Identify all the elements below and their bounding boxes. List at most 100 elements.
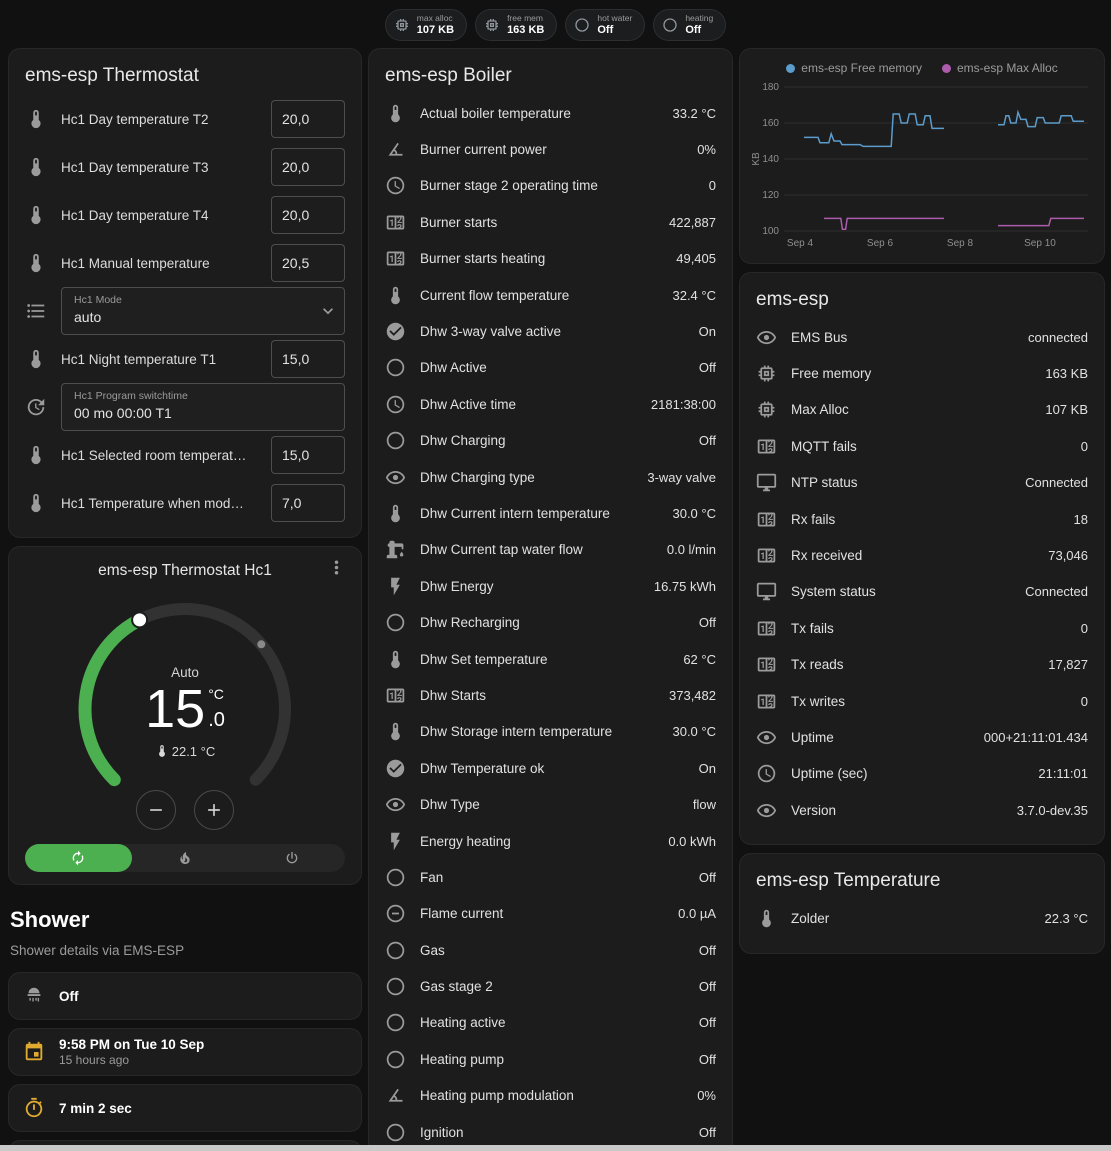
legend-label: ems-esp Max Alloc [957, 61, 1058, 75]
entity-row[interactable]: Dhw Charging type 3-way valve [385, 459, 716, 495]
number-input[interactable] [271, 148, 345, 186]
entity-row[interactable]: System status Connected [756, 574, 1088, 610]
number-input[interactable] [271, 340, 345, 378]
legend-item-max-alloc[interactable]: ems-esp Max Alloc [942, 61, 1058, 75]
entity-row[interactable]: Gas Off [385, 932, 716, 968]
entity-row[interactable]: EMS Bus connected [756, 319, 1088, 355]
status-chip[interactable]: heating Off [653, 9, 727, 41]
entity-state: 0 [1080, 693, 1088, 709]
entity-row[interactable]: Dhw Storage intern temperature 30.0 °C [385, 714, 716, 750]
entity-row[interactable]: Dhw 3-way valve active On [385, 313, 716, 349]
entity-row[interactable]: Dhw Active time 2181:38:00 [385, 386, 716, 422]
shower-status-card[interactable]: 7 min 2 sec [8, 1084, 362, 1132]
entity-row[interactable]: Gas stage 2 Off [385, 968, 716, 1004]
plus-icon [204, 800, 224, 820]
chip-text: max alloc 107 KB [417, 13, 454, 36]
setting-row: Hc1 Day temperature T2 Hc1 Day temperatu… [25, 95, 345, 143]
entity-row[interactable]: Max Alloc 107 KB [756, 392, 1088, 428]
entity-state: 22.3 °C [1044, 911, 1088, 927]
entity-row[interactable]: Version 3.7.0-dev.35 [756, 792, 1088, 828]
entity-state: Connected [1025, 584, 1088, 600]
entity-row[interactable]: Uptime (sec) 21:11:01 [756, 756, 1088, 792]
hvac-mode-button[interactable] [25, 844, 132, 872]
entity-row[interactable]: Flame current 0.0 µA [385, 896, 716, 932]
entity-state: 33.2 °C [672, 105, 716, 121]
entity-row[interactable]: Free memory 163 KB [756, 355, 1088, 391]
entity-row[interactable]: Burner starts 422,887 [385, 204, 716, 240]
circle-icon [385, 1049, 406, 1070]
entity-row[interactable]: MQTT fails 0 [756, 428, 1088, 464]
field-label: Hc1 Mode [74, 294, 122, 306]
entity-row[interactable]: Burner stage 2 operating time 0 [385, 168, 716, 204]
shower-status-card[interactable]: 9:58 PM on Tue 10 Sep 15 hours ago [8, 1028, 362, 1076]
shower-status-card[interactable]: Off [8, 972, 362, 1020]
entity-row[interactable]: Heating pump Off [385, 1041, 716, 1077]
entity-row[interactable]: Heating active Off [385, 1005, 716, 1041]
entity-row[interactable]: Energy heating 0.0 kWh [385, 823, 716, 859]
legend-item-free-memory[interactable]: ems-esp Free memory [786, 61, 922, 75]
entity-row[interactable]: Heating pump modulation 0% [385, 1078, 716, 1114]
entity-row[interactable]: Tx fails 0 [756, 610, 1088, 646]
decrease-temp-button[interactable] [136, 790, 176, 830]
entity-row[interactable]: Burner current power 0% [385, 131, 716, 167]
horizontal-scrollbar[interactable] [0, 1145, 1111, 1151]
angle-icon [385, 139, 406, 160]
current-icon [385, 903, 406, 924]
entity-row[interactable]: Tx reads 17,827 [756, 647, 1088, 683]
memory-history-chart[interactable]: 100 120 140 160 180 Sep 4 Sep 6 Sep 8 Sep 10 KB [750, 77, 1096, 253]
entity-row[interactable]: Dhw Charging Off [385, 423, 716, 459]
entity-row[interactable]: Burner starts heating 49,405 [385, 241, 716, 277]
hvac-mode-button[interactable] [238, 844, 345, 872]
entity-row[interactable]: Current flow temperature 32.4 °C [385, 277, 716, 313]
dial-current-marker [257, 640, 266, 649]
status-chip[interactable]: hot water Off [565, 9, 646, 41]
dial-target-temp: 15 °C .0 [145, 682, 225, 736]
y-tick-label: 100 [762, 226, 779, 237]
number-input[interactable] [271, 244, 345, 282]
field-box[interactable]: Hc1 Mode auto [61, 287, 345, 335]
entity-row[interactable]: Dhw Starts 373,482 [385, 677, 716, 713]
setting-label: Hc1 Selected room temperat… [61, 447, 247, 463]
card-title: ems-esp Boiler [385, 65, 512, 86]
list-icon [25, 300, 47, 322]
number-input[interactable] [271, 484, 345, 522]
entity-row[interactable]: Dhw Energy 16.75 kWh [385, 568, 716, 604]
entity-name: Dhw Current intern temperature [420, 505, 610, 521]
entity-row[interactable]: Rx received 73,046 [756, 537, 1088, 573]
status-chip[interactable]: free mem 163 KB [475, 9, 558, 41]
entity-row[interactable]: Zolder 22.3 °C [756, 900, 1088, 936]
entity-name: System status [791, 584, 876, 600]
entity-row[interactable]: Tx writes 0 [756, 683, 1088, 719]
entity-row[interactable]: Actual boiler temperature 33.2 °C [385, 95, 716, 131]
entity-row[interactable]: Dhw Temperature ok On [385, 750, 716, 786]
field-box[interactable]: Hc1 Program switchtime 00 mo 00:00 T1 [61, 383, 345, 431]
entity-row[interactable]: Dhw Current tap water flow 0.0 l/min [385, 532, 716, 568]
entity-name: Dhw Active time [420, 396, 517, 412]
status-chip[interactable]: max alloc 107 KB [384, 9, 468, 41]
entity-row[interactable]: Dhw Type flow [385, 786, 716, 822]
thermostat-dial-card: ems-esp Thermostat Hc1 Auto 15 [8, 546, 362, 885]
number-input[interactable] [271, 100, 345, 138]
entity-row[interactable]: Dhw Current intern temperature 30.0 °C [385, 495, 716, 531]
entity-row[interactable]: Fan Off [385, 859, 716, 895]
entity-row[interactable]: Rx fails 18 [756, 501, 1088, 537]
entity-state: 0 [708, 178, 716, 194]
entity-row[interactable]: Dhw Active Off [385, 350, 716, 386]
entity-name: Tx writes [791, 693, 845, 709]
entity-row[interactable]: Dhw Set temperature 62 °C [385, 641, 716, 677]
entity-row[interactable]: NTP status Connected [756, 465, 1088, 501]
increase-temp-button[interactable] [194, 790, 234, 830]
temperature-card: ems-esp Temperature Zolder 22.3 °C [739, 853, 1105, 954]
entity-state: Off [698, 360, 716, 376]
number-input[interactable] [271, 436, 345, 474]
dial-handle[interactable] [131, 611, 149, 629]
thermostat-dial[interactable]: Auto 15 °C .0 22.1 °C [65, 589, 305, 834]
thermometer-icon [25, 156, 47, 178]
number-input[interactable] [271, 196, 345, 234]
card-menu-button[interactable] [326, 557, 347, 581]
hvac-mode-button[interactable] [132, 844, 239, 872]
entity-row[interactable]: Uptime 000+21:11:01.434 [756, 719, 1088, 755]
entity-row[interactable]: Dhw Recharging Off [385, 604, 716, 640]
entity-row[interactable]: Ignition Off [385, 1114, 716, 1150]
chip-value: Off [597, 23, 614, 36]
